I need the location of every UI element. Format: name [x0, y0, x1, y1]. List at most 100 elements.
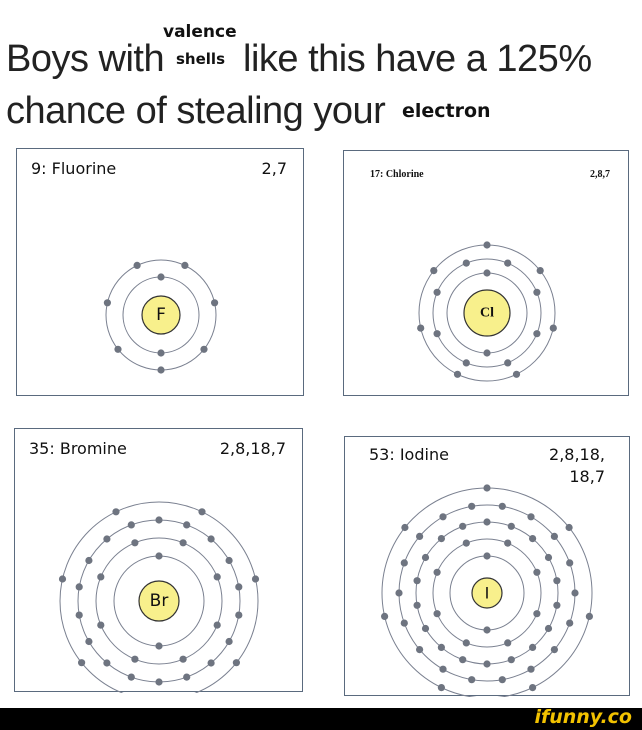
- electron-dot: [439, 665, 447, 673]
- atom-panel-iodine: 53: Iodine 2,8,18, 18,7 I: [344, 436, 630, 697]
- electron-dot: [437, 535, 445, 543]
- nucleus: [141, 295, 181, 335]
- electron-dot: [433, 568, 441, 576]
- electron-dot: [529, 643, 537, 651]
- nucleus: [463, 289, 511, 337]
- electron-dot: [395, 589, 403, 597]
- electron-dot: [430, 267, 438, 275]
- electron-dot: [462, 359, 470, 367]
- electron-dot: [585, 612, 593, 620]
- element-symbol: I: [485, 584, 490, 603]
- electron-dot: [155, 516, 163, 524]
- electron-dot: [550, 646, 558, 654]
- electron-dot: [504, 359, 512, 367]
- electron-dot: [198, 508, 206, 516]
- electron-dot: [527, 665, 535, 673]
- element-name: 17: Chlorine: [370, 169, 424, 180]
- electron-dot: [179, 655, 187, 663]
- electron-dot: [550, 532, 558, 540]
- electron-dot: [400, 619, 408, 627]
- electron-dot: [235, 583, 243, 591]
- element-symbol: Br: [150, 591, 169, 611]
- electron-dot: [553, 577, 561, 585]
- electron-dot: [58, 575, 67, 583]
- element-name: 9: Fluorine: [31, 159, 117, 178]
- electron-dot: [213, 621, 221, 629]
- electron-dot: [565, 523, 573, 532]
- electron-dot: [97, 573, 105, 581]
- electron-dot: [421, 624, 430, 633]
- ifunny-watermark: ifunny.co: [534, 706, 632, 728]
- electron-dot: [553, 601, 561, 609]
- electron-dot: [114, 345, 122, 353]
- electron-dot: [416, 532, 424, 540]
- electron-dot: [103, 659, 111, 667]
- electron-dot: [97, 621, 105, 629]
- electron-dot: [421, 553, 430, 562]
- electron-dot: [529, 535, 537, 543]
- electron-shell-orbit: [432, 258, 542, 368]
- element-name: 53: Iodine: [369, 445, 449, 464]
- footer-bar: ifunny.co: [0, 706, 642, 730]
- electron-dot: [78, 659, 86, 667]
- electron-dot: [155, 678, 163, 686]
- electron-dot: [75, 583, 83, 591]
- atom-panel-fluorine: 9: Fluorine 2,7 F: [16, 148, 304, 396]
- bohr-diagram: Cl: [417, 241, 557, 382]
- electron-dot: [183, 521, 191, 529]
- electron-dot: [507, 522, 515, 530]
- electron-dot: [483, 241, 491, 249]
- electron-dot: [157, 366, 165, 374]
- electron-dot: [533, 330, 541, 338]
- electron-dot: [507, 656, 515, 664]
- caption-line1-end: like this have a 125%: [243, 38, 592, 80]
- electron-dot: [462, 259, 470, 267]
- element-symbol: Cl: [480, 306, 494, 321]
- electron-dot: [155, 642, 163, 650]
- electron-dot: [157, 349, 165, 357]
- electron-dot: [544, 553, 553, 562]
- electron-dot: [433, 288, 441, 296]
- electron-dot: [225, 556, 233, 565]
- electron-dot: [131, 655, 139, 663]
- electron-dot: [85, 556, 93, 565]
- electron-dot: [181, 261, 189, 269]
- electron-shell-orbit: [59, 501, 259, 693]
- electron-dot: [127, 673, 135, 681]
- electron-dot: [529, 684, 537, 692]
- electron-dot: [179, 539, 187, 547]
- electron-dot: [483, 552, 491, 560]
- electron-dot: [235, 611, 243, 619]
- electron-dot: [183, 673, 191, 681]
- electron-dot: [207, 659, 215, 667]
- electron-dot: [536, 267, 544, 275]
- electron-shell-orbit: [95, 537, 223, 665]
- electron-dot: [571, 589, 579, 597]
- electron-dot: [544, 624, 553, 633]
- electron-dot: [527, 513, 535, 521]
- electron-dot: [413, 577, 421, 585]
- caption-line2: chance of stealing your: [6, 90, 386, 132]
- electron-dot: [127, 521, 135, 529]
- electron-dot: [433, 330, 441, 338]
- bohr-diagram: Br: [58, 501, 260, 693]
- electron-dot: [498, 676, 506, 684]
- electron-dot: [533, 568, 541, 576]
- electron-dot: [381, 612, 389, 620]
- electron-dot: [549, 324, 557, 332]
- element-symbol: F: [156, 305, 166, 325]
- electron-dot: [133, 261, 141, 269]
- electron-dot: [103, 535, 111, 543]
- electron-configuration: 2,7: [261, 159, 287, 178]
- electron-dot: [439, 513, 447, 521]
- electron-dot: [416, 646, 424, 654]
- electron-dot: [157, 273, 165, 281]
- electron-configuration: 2,8,18,7: [219, 439, 286, 458]
- electron-dot: [462, 639, 470, 647]
- atom-panel-bromine: 35: Bromine 2,8,18,7 Br: [14, 428, 303, 693]
- electron-dot: [75, 611, 83, 619]
- electron-dot: [566, 619, 574, 627]
- meme-caption: Boys with valence shells like this have …: [0, 0, 642, 140]
- caption-superscript: valence: [163, 22, 237, 42]
- bohr-diagram: I: [381, 484, 593, 697]
